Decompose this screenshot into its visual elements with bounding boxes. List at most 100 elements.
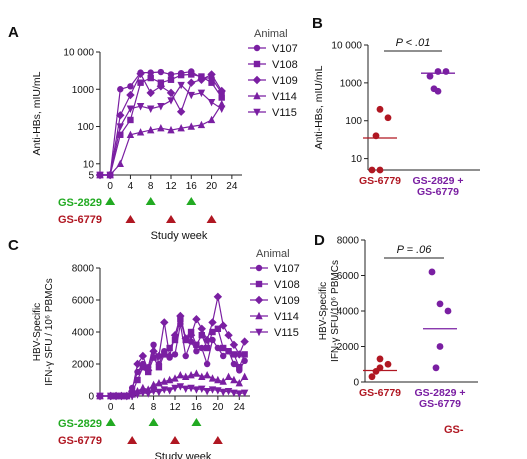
data-point-v109 bbox=[176, 107, 186, 116]
data-point-v109 bbox=[146, 88, 155, 98]
data-point-v109 bbox=[217, 86, 226, 96]
gs6779-dose-arrow bbox=[212, 436, 223, 444]
data-point-v115 bbox=[218, 105, 226, 113]
gs2829-dose-arrow bbox=[191, 418, 202, 426]
data-point-v114 bbox=[192, 369, 201, 377]
data-point-v107 bbox=[182, 352, 189, 360]
data-point-d bbox=[372, 367, 380, 375]
data-point-d bbox=[444, 307, 452, 315]
data-point-v109 bbox=[186, 331, 196, 340]
data-point-v108 bbox=[188, 71, 195, 78]
data-point-v108 bbox=[137, 79, 144, 86]
panel-label-c: C bbox=[8, 237, 19, 254]
legend-marker-v114 bbox=[255, 311, 263, 320]
data-point-v114 bbox=[147, 125, 155, 134]
y-tick-label-d: 8000 bbox=[337, 236, 360, 247]
data-point-v114 bbox=[208, 374, 217, 382]
gs2829-dose-arrow bbox=[105, 418, 116, 426]
data-point-v107 bbox=[198, 344, 205, 352]
data-point-v115 bbox=[208, 386, 217, 394]
data-point-v109 bbox=[126, 90, 135, 100]
data-point-v108 bbox=[166, 344, 173, 352]
y-tick-label-d: 4000 bbox=[337, 307, 360, 318]
y-tick-label-a: 5 bbox=[88, 171, 94, 182]
y-tick-label-c: 2000 bbox=[72, 360, 95, 371]
data-point-v109 bbox=[240, 337, 249, 346]
data-point-v109 bbox=[133, 359, 142, 369]
group-label-d: GS-6779 bbox=[419, 398, 461, 410]
data-point-v114 bbox=[197, 120, 206, 129]
x-tick-label-c: 0 bbox=[108, 402, 114, 413]
legend-label-v109: V109 bbox=[272, 75, 298, 87]
data-point-v107 bbox=[117, 86, 124, 93]
gs6779-dose-arrow bbox=[206, 215, 217, 223]
stray-footer-text: GS- bbox=[444, 424, 464, 436]
legend-label-v115: V115 bbox=[274, 327, 299, 339]
legend-marker-v107 bbox=[255, 264, 263, 272]
data-point-v114 bbox=[230, 375, 238, 384]
data-point-v115 bbox=[112, 392, 120, 401]
x-tick-label-a: 24 bbox=[226, 181, 238, 192]
data-point-v114 bbox=[126, 130, 135, 138]
data-point-v115 bbox=[176, 383, 185, 391]
data-point-v108 bbox=[134, 376, 141, 384]
data-point-d bbox=[376, 355, 384, 363]
data-point-d bbox=[432, 364, 440, 372]
group-label-d: GS-6779 bbox=[359, 387, 401, 399]
p-value-annotation-b: P < .01 bbox=[396, 37, 431, 49]
data-point-v114 bbox=[219, 377, 227, 385]
data-point-v115 bbox=[230, 389, 238, 397]
panel-label-b: B bbox=[312, 15, 323, 32]
data-point-v115 bbox=[177, 81, 185, 90]
data-point-b bbox=[384, 114, 392, 122]
data-point-v107 bbox=[157, 68, 165, 76]
data-point-v108 bbox=[214, 325, 222, 332]
y-tick-label-a: 100 bbox=[77, 122, 94, 133]
data-point-v114 bbox=[240, 372, 249, 380]
data-point-v108 bbox=[225, 348, 232, 355]
data-point-v109 bbox=[235, 350, 244, 359]
data-point-v107 bbox=[150, 341, 157, 348]
data-point-v109 bbox=[197, 75, 206, 84]
x-tick-label-a: 12 bbox=[165, 181, 177, 192]
data-point-b bbox=[376, 166, 384, 174]
data-point-v108 bbox=[147, 74, 154, 82]
data-point-v115 bbox=[203, 388, 211, 396]
data-point-v115 bbox=[117, 392, 126, 401]
data-point-v115 bbox=[182, 385, 190, 393]
y-tick-label-c: 4000 bbox=[72, 328, 95, 339]
data-point-v109 bbox=[197, 324, 206, 333]
data-point-v107 bbox=[167, 71, 175, 78]
x-tick-label-a: 20 bbox=[206, 181, 218, 192]
legend-marker-v107 bbox=[253, 44, 261, 52]
data-point-v109 bbox=[156, 82, 166, 91]
data-point-v115 bbox=[139, 389, 147, 397]
data-point-b bbox=[426, 72, 434, 80]
gs6779-dose-label: GS-6779 bbox=[58, 435, 102, 447]
data-point-v114 bbox=[177, 124, 185, 132]
y-tick-label-d: 6000 bbox=[337, 271, 360, 282]
data-point-d bbox=[368, 373, 376, 381]
data-point-v115 bbox=[116, 123, 124, 131]
data-point-b bbox=[368, 166, 376, 174]
legend-label-v107: V107 bbox=[274, 263, 300, 275]
data-point-v109 bbox=[202, 335, 212, 345]
y-tick-label-c: 0 bbox=[88, 392, 94, 403]
data-point-v109 bbox=[144, 366, 153, 375]
gs6779-dose-arrow bbox=[170, 436, 180, 444]
data-point-v108 bbox=[220, 344, 227, 352]
legend-label-v108: V108 bbox=[272, 59, 298, 71]
legend-title-c: Animal bbox=[256, 248, 290, 260]
x-tick-label-c: 12 bbox=[169, 402, 181, 413]
data-point-v108 bbox=[236, 364, 243, 371]
legend-title-a: Animal bbox=[254, 28, 288, 40]
legend-label-v108: V108 bbox=[274, 279, 300, 291]
data-point-v115 bbox=[144, 390, 152, 398]
legend-label-v107: V107 bbox=[272, 43, 298, 55]
data-point-v109 bbox=[166, 88, 176, 98]
data-point-v109 bbox=[176, 311, 185, 321]
data-point-v115 bbox=[96, 392, 104, 401]
data-point-v108 bbox=[161, 351, 168, 358]
data-point-v115 bbox=[235, 390, 243, 398]
p-value-annotation-d: P = .06 bbox=[397, 244, 433, 256]
